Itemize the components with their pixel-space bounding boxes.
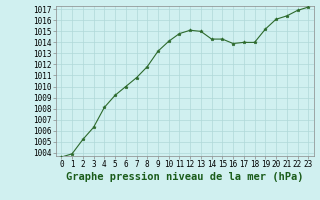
X-axis label: Graphe pression niveau de la mer (hPa): Graphe pression niveau de la mer (hPa) [66, 172, 304, 182]
